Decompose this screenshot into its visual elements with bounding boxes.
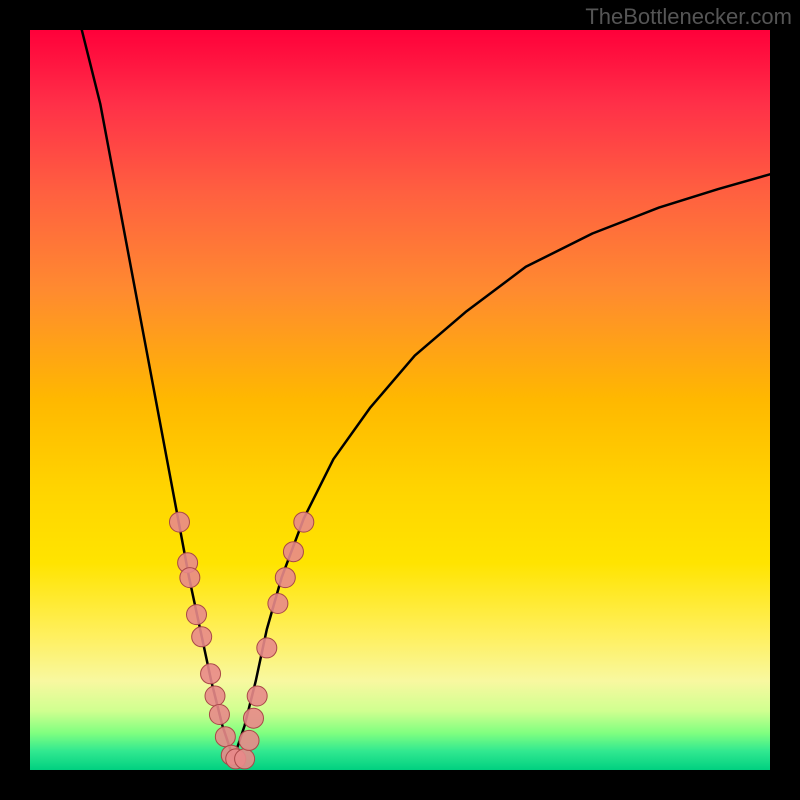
chart-container: TheBottlenecker.com	[0, 0, 800, 800]
bottleneck-chart	[0, 0, 800, 800]
watermark-text: TheBottlenecker.com	[585, 4, 792, 30]
